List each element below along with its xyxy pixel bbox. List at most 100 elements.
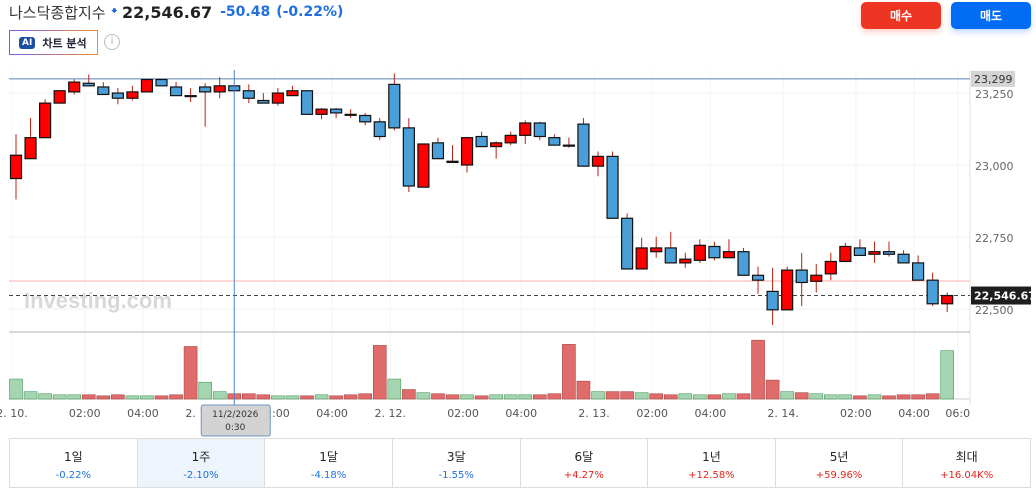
x-tick-label: 02:00	[69, 407, 101, 420]
volume-bar	[329, 395, 343, 400]
candle-body	[824, 260, 837, 275]
candlestick-chart[interactable]: Investing.com 23,250 23,000 22,750 22,500 23,…	[0, 62, 1036, 438]
volume-bar	[853, 395, 867, 400]
period-tab-2[interactable]: 1달 -4.18%	[265, 439, 393, 487]
candle-body	[184, 95, 197, 98]
candle-body	[446, 160, 459, 164]
price-change: -50.48	[220, 4, 271, 20]
volume-bar	[751, 339, 765, 400]
candle-body	[68, 81, 81, 93]
volume-bar	[620, 391, 634, 400]
volume-bar	[634, 392, 649, 400]
volume-bar	[23, 391, 38, 400]
x-tick-label: 02:00	[840, 407, 872, 420]
buy-button[interactable]: 매수	[861, 2, 941, 29]
candle-body	[402, 127, 415, 187]
candle-body	[781, 269, 794, 311]
candle-body	[82, 82, 95, 87]
candle-body	[169, 86, 183, 97]
volume-bar	[460, 394, 474, 400]
candle-body	[504, 134, 517, 144]
x-tick-label: 04:00	[505, 407, 537, 420]
candle-body	[417, 143, 430, 188]
period-change: -4.18%	[310, 470, 347, 481]
candle-body	[737, 251, 750, 276]
volume-bar	[518, 394, 533, 400]
candle-body	[664, 247, 677, 264]
volume-bar	[154, 395, 169, 400]
period-label: 1달	[319, 450, 338, 464]
last-price-label: 22,546.67	[974, 290, 1036, 303]
period-tab-4[interactable]: 6달 +4.27%	[521, 439, 649, 487]
candle-body	[286, 90, 299, 97]
volume-bar	[925, 393, 940, 400]
candle-body	[810, 274, 823, 282]
x-tick-label: 04:00	[898, 407, 930, 420]
candle-body	[620, 217, 634, 270]
volume-bar	[838, 394, 853, 400]
last-price-label-bg	[971, 286, 1031, 305]
volume-bar	[736, 393, 751, 400]
candle-body	[751, 274, 765, 281]
ai-chart-analysis-button[interactable]: AI 차트 분석	[9, 30, 98, 55]
volume-bar	[896, 394, 911, 400]
candle-body	[693, 244, 706, 261]
period-change: -2.10%	[183, 470, 219, 481]
arrow-down-icon: 🠻	[110, 3, 119, 18]
candle-body	[591, 155, 605, 167]
candle-body	[155, 78, 168, 87]
period-label: 3달	[446, 450, 466, 464]
crosshair-time: 0:30	[225, 423, 245, 433]
y-tick-label: 23,000	[975, 160, 1014, 173]
period-tab-7[interactable]: 최대 +16.04K%	[903, 439, 1030, 487]
candle-body	[722, 251, 736, 259]
x-tick-label: 2. 10.	[0, 407, 28, 420]
volume-bar	[707, 394, 722, 400]
y-tick-label: 22,750	[975, 232, 1014, 245]
volume-bar	[911, 394, 925, 400]
candle-body	[97, 86, 110, 96]
period-change: +12.58%	[688, 470, 735, 481]
volume-bar	[576, 380, 591, 400]
high-price-label-bg	[971, 70, 1015, 87]
period-label: 최대	[955, 450, 978, 464]
x-tick-label: 04:00	[127, 407, 159, 420]
volume-bar	[256, 394, 271, 400]
volume-bar	[431, 393, 445, 400]
volume-bar	[183, 346, 198, 400]
volume-bar	[663, 394, 678, 400]
candle-body	[431, 142, 445, 160]
volume-bar	[212, 391, 227, 400]
volume-bar	[402, 389, 416, 400]
volume-bar	[111, 394, 125, 400]
period-tab-1[interactable]: 1주 -2.10%	[137, 439, 266, 487]
period-tab-5[interactable]: 1년 +12.58%	[648, 439, 776, 487]
volume-bar	[9, 378, 23, 400]
volume-bar	[52, 394, 67, 400]
volume-bar	[198, 381, 212, 400]
candle-body	[271, 92, 284, 104]
volume-bar	[81, 394, 96, 400]
candle-body	[577, 123, 590, 167]
info-icon[interactable]: i	[104, 34, 120, 50]
sell-button[interactable]: 매도	[951, 2, 1031, 29]
volume-bar	[794, 392, 809, 400]
volume-bar	[445, 394, 460, 400]
candle-body	[911, 262, 925, 281]
x-tick-label: 2. 14.	[767, 407, 799, 420]
volume-bar	[722, 393, 736, 400]
period-tab-3[interactable]: 3달 -1.55%	[393, 439, 521, 487]
volume-bar	[503, 394, 518, 400]
x-tick-label: 2. 12.	[375, 407, 407, 420]
candle-body	[897, 253, 910, 264]
volume-bar	[96, 395, 111, 400]
candle-body	[330, 108, 343, 114]
period-change: +4.27%	[563, 470, 604, 481]
period-tab-6[interactable]: 5년 +59.96%	[776, 439, 904, 487]
volume-bar	[67, 394, 81, 400]
volume-bar	[823, 394, 838, 400]
period-tab-0[interactable]: 1일 -0.22%	[10, 439, 138, 487]
period-label: 1일	[63, 450, 83, 464]
index-name: 나스닥종합지수	[9, 3, 106, 22]
volume-bar	[605, 391, 620, 400]
